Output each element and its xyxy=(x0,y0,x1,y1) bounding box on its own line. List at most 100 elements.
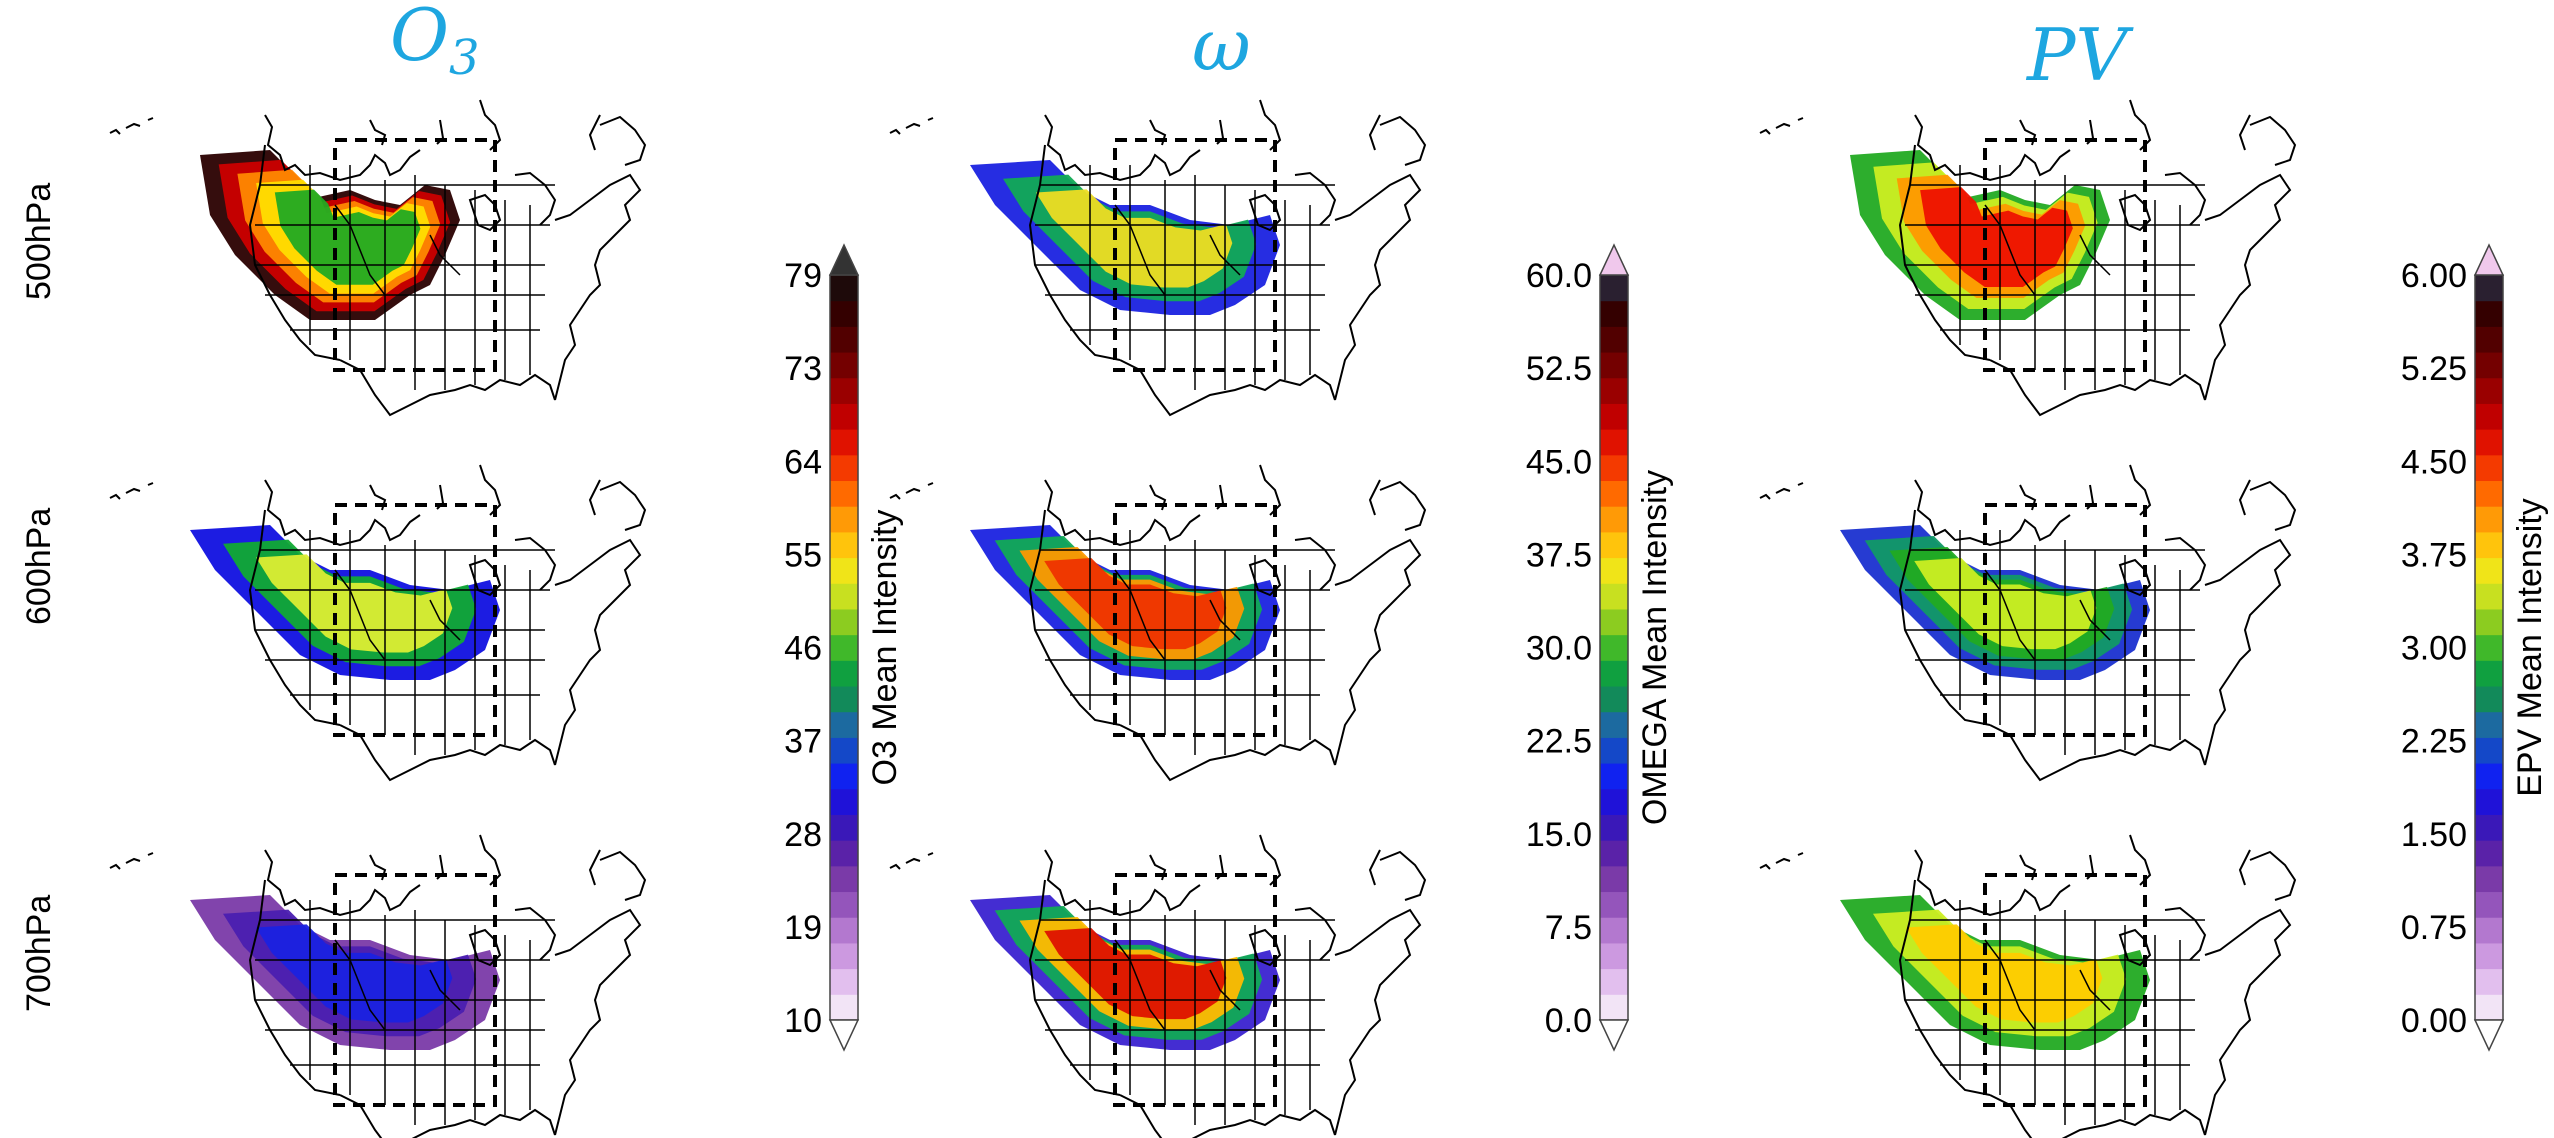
colorbar-segment xyxy=(2475,557,2503,584)
colorbar-segment xyxy=(830,531,858,559)
colorbar-segment xyxy=(1600,377,1628,404)
colorbar-segment xyxy=(2475,968,2503,995)
colorbar-tick-label: 79 xyxy=(784,257,822,295)
colorbar-segment xyxy=(1600,737,1628,764)
field-layer-2 xyxy=(256,554,453,653)
title-omega: ω xyxy=(1192,3,1251,87)
colorbar-tick-label: 37 xyxy=(784,723,822,761)
colorbar-segment xyxy=(830,326,858,353)
colorbar-segment xyxy=(2475,454,2503,482)
colorbar-segment xyxy=(830,403,858,430)
colorbar-segment xyxy=(1600,994,1628,1021)
title-pv: PV xyxy=(2025,13,2134,97)
colorbar-segment xyxy=(830,891,858,918)
colorbar-segment xyxy=(2475,814,2503,841)
colorbar-segment xyxy=(1600,275,1628,302)
colorbar-segment xyxy=(1600,531,1628,559)
colorbar-tick-label: 30.0 xyxy=(1526,630,1592,668)
colorbar-segment xyxy=(2475,788,2503,815)
colorbar-tick-label: 0.75 xyxy=(2401,909,2467,947)
colorbar-segment xyxy=(1600,454,1628,482)
colorbar-segment xyxy=(830,917,858,944)
panel-epv-700hpa xyxy=(1759,834,2296,1138)
colorbar-segment xyxy=(830,814,858,841)
colorbar-tick-label: 0.0 xyxy=(1545,1002,1592,1040)
colorbar-segment xyxy=(1600,840,1628,867)
panel-epv-600hpa xyxy=(1759,464,2296,781)
panel-epv-500hpa xyxy=(1759,99,2296,416)
colorbar-segment xyxy=(830,865,858,893)
colorbar-extend-low xyxy=(2473,1019,2505,1052)
colorbar-extend-low xyxy=(1598,1019,1630,1052)
colorbar-segment xyxy=(1600,300,1628,327)
colorbar-tick-label: 73 xyxy=(784,350,822,388)
colorbar-tick-label: 19 xyxy=(784,909,822,947)
colorbar-segment xyxy=(2475,480,2503,507)
colorbar-segment xyxy=(830,608,858,636)
colorbar-segment xyxy=(830,686,858,713)
field-layer-2 xyxy=(256,924,453,1023)
colorbar-segment xyxy=(1600,352,1628,379)
colorbar-segment xyxy=(1600,814,1628,841)
focus-region-box xyxy=(1983,873,2147,1107)
field-layer-2 xyxy=(1906,924,2103,1023)
colorbar-segment xyxy=(2475,352,2503,379)
colorbar-segment xyxy=(2475,377,2503,404)
colorbar-tick-label: 7.5 xyxy=(1545,909,1592,947)
colorbar-segment xyxy=(830,763,858,790)
colorbar-extend-high xyxy=(1598,243,1630,276)
colorbar-label: OMEGA Mean Intensity xyxy=(1636,470,1674,825)
colorbar-segment xyxy=(1600,403,1628,430)
focus-region-box xyxy=(1113,873,1277,1107)
colorbar-omega: 60.0 52.5 45.0 37.5 30.0 22.5 15.0 7.5 0.0 OMEGA … xyxy=(1526,243,1674,1052)
colorbar-segment xyxy=(2475,660,2503,687)
colorbar-segment xyxy=(2475,300,2503,327)
colorbar-tick-label: 45.0 xyxy=(1526,443,1592,481)
colorbar-segment xyxy=(2475,583,2503,610)
colorbar-tick-label: 37.5 xyxy=(1526,536,1592,574)
colorbar-segment xyxy=(830,377,858,404)
colorbar-segment xyxy=(1600,711,1628,738)
panel-o3-700hpa xyxy=(109,834,646,1138)
colorbar-segment xyxy=(830,352,858,379)
colorbar-tick-label: 52.5 xyxy=(1526,350,1592,388)
colorbar-tick-label: 10 xyxy=(784,1002,822,1040)
panel-omega-500hpa xyxy=(889,99,1426,416)
colorbar-segment xyxy=(1600,583,1628,610)
focus-region-box xyxy=(1113,503,1277,737)
row-label-500hpa: 500hPa xyxy=(20,183,58,300)
panel-o3-500hpa xyxy=(109,99,646,416)
row-labels: 500hPa 600hPa 700hPa xyxy=(20,183,58,1012)
colorbar-segment xyxy=(2475,275,2503,302)
field-layer-2 xyxy=(1036,189,1233,288)
colorbar-segment xyxy=(830,711,858,738)
focus-region-box xyxy=(333,138,497,372)
colorbar-segment xyxy=(830,634,858,661)
colorbar-segment xyxy=(2475,608,2503,636)
field-layer-4 xyxy=(274,189,421,285)
colorbar-tick-label: 6.00 xyxy=(2401,257,2467,295)
colorbar-segment xyxy=(1600,968,1628,995)
colorbar-segment xyxy=(830,506,858,533)
focus-region-box xyxy=(1983,503,2147,737)
colorbar-tick-label: 46 xyxy=(784,630,822,668)
colorbar-segment xyxy=(2475,506,2503,533)
colorbar-segment xyxy=(830,737,858,764)
colorbar-segment xyxy=(830,942,858,970)
colorbar-tick-label: 3.75 xyxy=(2401,536,2467,574)
colorbar-segment xyxy=(1600,686,1628,713)
row-label-700hpa: 700hPa xyxy=(20,895,58,1012)
colorbar-tick-label: 1.50 xyxy=(2401,816,2467,854)
colorbar-segment xyxy=(2475,686,2503,713)
colorbar-tick-label: 0.00 xyxy=(2401,1002,2467,1040)
focus-region-box xyxy=(333,873,497,1107)
colorbar-segment xyxy=(2475,840,2503,867)
map-panels xyxy=(109,99,2296,1138)
colorbar-segment xyxy=(830,557,858,584)
colorbar-segment xyxy=(830,840,858,867)
colorbar-segment xyxy=(830,788,858,815)
colorbar-segment xyxy=(1600,557,1628,584)
colorbars: 79 73 64 55 46 37 28 19 10 O3 Mean Intensity 60.0 5… xyxy=(784,243,2549,1052)
colorbar-tick-label: 3.00 xyxy=(2401,630,2467,668)
